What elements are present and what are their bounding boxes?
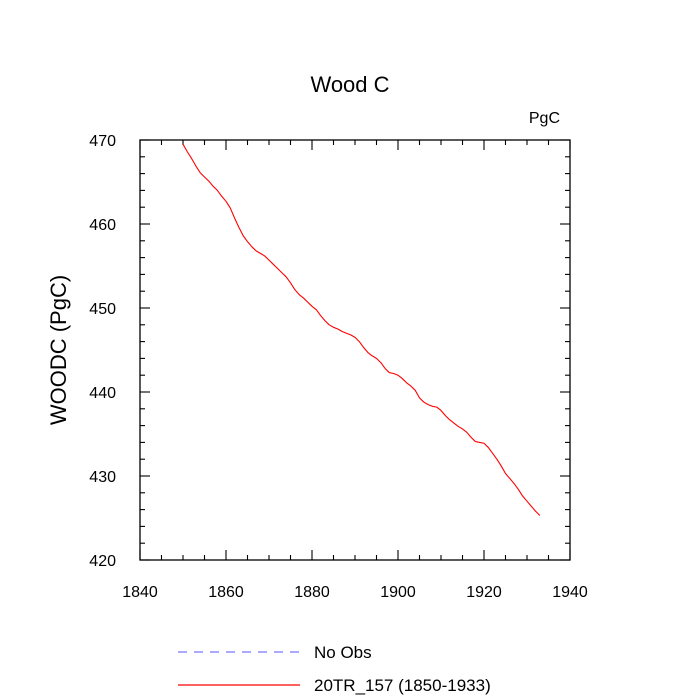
series-line-0 [182,143,541,516]
x-tick-label: 1920 [466,584,502,601]
y-tick-label: 460 [89,217,116,234]
y-axis-label: WOODC (PgC) [46,275,71,425]
axis-tick-labels: 1840 1860 1880 1900 1920 1940 420 430 440 450 460 4… [89,133,588,601]
chart-title: Wood C [310,72,389,97]
axis-ticks [139,139,571,561]
plot-frame [139,139,571,561]
x-tick-label: 1840 [122,584,158,601]
legend-label-20tr-157: 20TR_157 (1850-1933) [314,676,491,695]
legend-label-no-obs: No Obs [314,643,372,662]
units-label: PgC [529,110,560,127]
y-tick-label: 420 [89,553,116,570]
x-tick-label: 1940 [552,584,588,601]
y-tick-label: 450 [89,301,116,318]
legend: No Obs 20TR_157 (1850-1933) [178,643,491,695]
y-tick-label: 440 [89,385,116,402]
x-tick-label: 1860 [208,584,244,601]
y-tick-label: 430 [89,469,116,486]
x-tick-label: 1880 [294,584,330,601]
plot-lines [182,143,541,516]
x-tick-label: 1900 [380,584,416,601]
y-tick-label: 470 [89,133,116,150]
